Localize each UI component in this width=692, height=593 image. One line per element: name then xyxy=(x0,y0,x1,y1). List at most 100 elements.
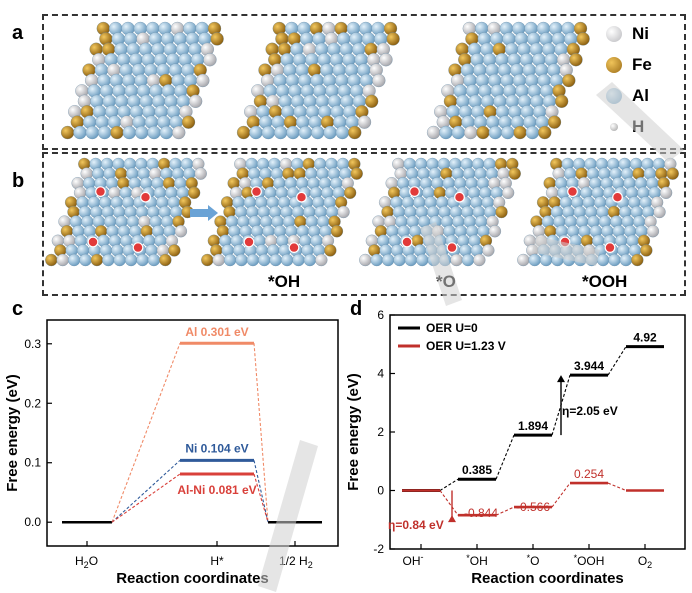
x-tick-label: H2O xyxy=(75,554,98,570)
ni-atom xyxy=(659,186,673,199)
al-atom xyxy=(261,125,275,140)
annotation-eta-black: η=2.05 eV xyxy=(562,404,618,418)
ni-atom xyxy=(188,94,203,108)
data-label: 0.385 xyxy=(462,463,492,477)
al-atom xyxy=(404,253,418,267)
fe-atom xyxy=(631,253,644,267)
fe-atom xyxy=(201,253,214,267)
al-atom xyxy=(136,253,149,267)
fe-atom xyxy=(476,125,490,140)
data-label-ni: Ni 0.104 eV xyxy=(185,441,248,455)
al-atom xyxy=(619,253,633,267)
fe-atom xyxy=(538,125,552,140)
al-atom xyxy=(249,125,263,140)
y-tick-label: 6 xyxy=(377,308,384,322)
ni-atom xyxy=(174,225,188,238)
legend-label: OER U=1.23 V xyxy=(426,339,506,353)
al-atom xyxy=(461,253,475,267)
al-atom xyxy=(393,253,406,267)
fe-atom xyxy=(495,205,508,219)
al-atom xyxy=(303,253,317,267)
connector-line xyxy=(495,434,515,480)
al-atom xyxy=(273,125,288,140)
data-label: 4.92 xyxy=(633,331,657,345)
al-atom xyxy=(528,253,541,267)
fe-atom xyxy=(343,186,357,199)
y-tick-label: 4 xyxy=(377,367,384,381)
o-atom xyxy=(559,236,571,248)
al-atom xyxy=(97,125,112,140)
connector-line xyxy=(111,459,181,523)
connector-line xyxy=(495,506,515,516)
atom-legend-h: H xyxy=(606,111,686,142)
al-atom xyxy=(113,253,126,267)
surface-label-o: *O xyxy=(436,272,456,291)
ni-atom xyxy=(359,253,372,267)
o-atom xyxy=(446,242,458,253)
y-tick-label: 2 xyxy=(377,425,384,439)
panel-label-b: b xyxy=(12,170,25,192)
al-atom xyxy=(427,253,440,267)
ni-atom xyxy=(646,225,660,238)
fe-atom xyxy=(547,115,562,129)
data-label-al: Al 0.301 eV xyxy=(185,325,248,339)
data-label-red: 0.254 xyxy=(574,467,604,481)
fe-atom xyxy=(364,94,379,108)
al-atom xyxy=(381,253,395,267)
al-atom xyxy=(223,253,237,267)
data-label: 1.894 xyxy=(518,419,548,433)
atom-legend-ni: Ni xyxy=(606,18,686,49)
al-atom xyxy=(159,125,174,140)
x-axis-title: Reaction coordinates xyxy=(471,570,624,587)
atom-legend-al: Al xyxy=(606,80,686,111)
x-tick-label: *OOH xyxy=(574,553,605,568)
al-atom xyxy=(67,253,81,267)
panel-label-a: a xyxy=(12,22,24,44)
fe-atom xyxy=(187,186,201,199)
fe-atom xyxy=(569,53,583,67)
fe-atom xyxy=(348,125,362,140)
ni-atom xyxy=(194,167,207,180)
ni-atom xyxy=(517,253,530,267)
ni-atom xyxy=(372,73,386,88)
o-atom xyxy=(604,242,616,253)
o-atom xyxy=(251,186,262,197)
atom-legend-label: H xyxy=(632,116,645,136)
ni-atom xyxy=(426,125,441,140)
ni-atom-icon xyxy=(606,25,622,42)
slab-structure xyxy=(201,157,363,267)
connector-line xyxy=(439,490,459,516)
al-atom xyxy=(102,253,115,267)
overpotential-arrow-red-head xyxy=(448,515,456,523)
fe-atom xyxy=(324,244,337,257)
o-atom xyxy=(296,191,307,203)
ni-atom xyxy=(203,53,217,67)
fe-atom xyxy=(562,73,576,88)
fe-atom xyxy=(45,253,58,267)
al-atom xyxy=(269,253,282,267)
al-atom xyxy=(298,125,312,140)
o-atom xyxy=(612,191,623,203)
al-atom xyxy=(147,253,161,267)
transition-arrow xyxy=(190,205,218,221)
fe-atom xyxy=(513,125,527,140)
al-atom xyxy=(235,253,248,267)
connector-line xyxy=(607,346,627,376)
x-axis-title: Reaction coordinates xyxy=(116,570,269,587)
ni-atom xyxy=(357,115,372,129)
x-tick-label: 1/2 H2 xyxy=(279,554,313,570)
slab-structure xyxy=(517,157,679,267)
y-axis-title: Free energy (eV) xyxy=(4,374,21,492)
chart-d: -2 0 2 4 6 OH- *OH *O *OOH O2 Reaction coordinates… xyxy=(345,308,686,587)
y-tick-label: 0.2 xyxy=(24,396,41,410)
o-atom xyxy=(288,242,300,253)
panel-label-d: d xyxy=(350,298,363,320)
plot-frame xyxy=(46,319,339,547)
al-atom xyxy=(438,253,452,267)
o-atom xyxy=(132,242,144,253)
ni-atom xyxy=(212,253,225,267)
al-atom xyxy=(370,253,383,267)
x-tick-label: OH- xyxy=(403,552,424,568)
fe-atom xyxy=(236,125,251,140)
surface-label-ooh: *OOH xyxy=(582,272,628,291)
